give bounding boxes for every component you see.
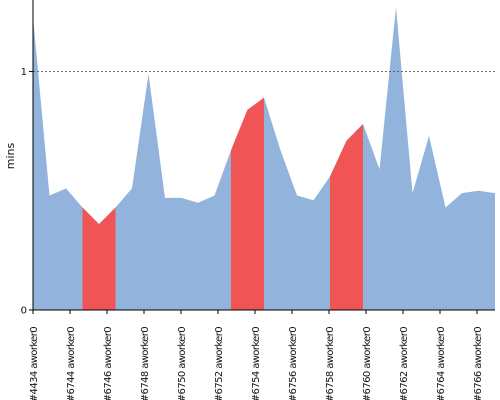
highlight-segment-1 — [82, 207, 116, 310]
x-tick-label: #6748 aworker0 — [140, 327, 151, 400]
x-tick-label: #6756 aworker0 — [288, 327, 299, 400]
y-tick-label: 1 — [21, 67, 27, 78]
x-tick-label: #6750 aworker0 — [177, 327, 188, 400]
y-tick-label: 0 — [21, 306, 27, 317]
x-tick-label: #6746 aworker0 — [103, 327, 114, 400]
x-tick-label: #4434 aworker0 — [29, 327, 40, 400]
x-tick-label: #6752 aworker0 — [214, 327, 225, 400]
y-axis-title: mins — [4, 142, 17, 169]
x-tick-label: #6754 aworker0 — [251, 327, 262, 400]
x-tick-label: #6764 aworker0 — [436, 327, 447, 400]
x-axis-ticks: #4434 aworker0 #6744 aworker0 #6746 aworke… — [29, 310, 484, 400]
highlight-segment-3 — [330, 124, 363, 310]
x-tick-label: #6762 aworker0 — [399, 327, 410, 400]
axes — [32, 0, 495, 311]
x-tick-label: #6766 aworker0 — [473, 327, 484, 400]
x-tick-label: #6758 aworker0 — [325, 327, 336, 400]
x-tick-label: #6744 aworker0 — [66, 327, 77, 400]
x-tick-label: #6760 aworker0 — [362, 327, 373, 400]
highlight-segment-2 — [231, 97, 264, 311]
y-axis-ticks: 01 — [21, 67, 33, 317]
plot-area — [33, 7, 495, 311]
